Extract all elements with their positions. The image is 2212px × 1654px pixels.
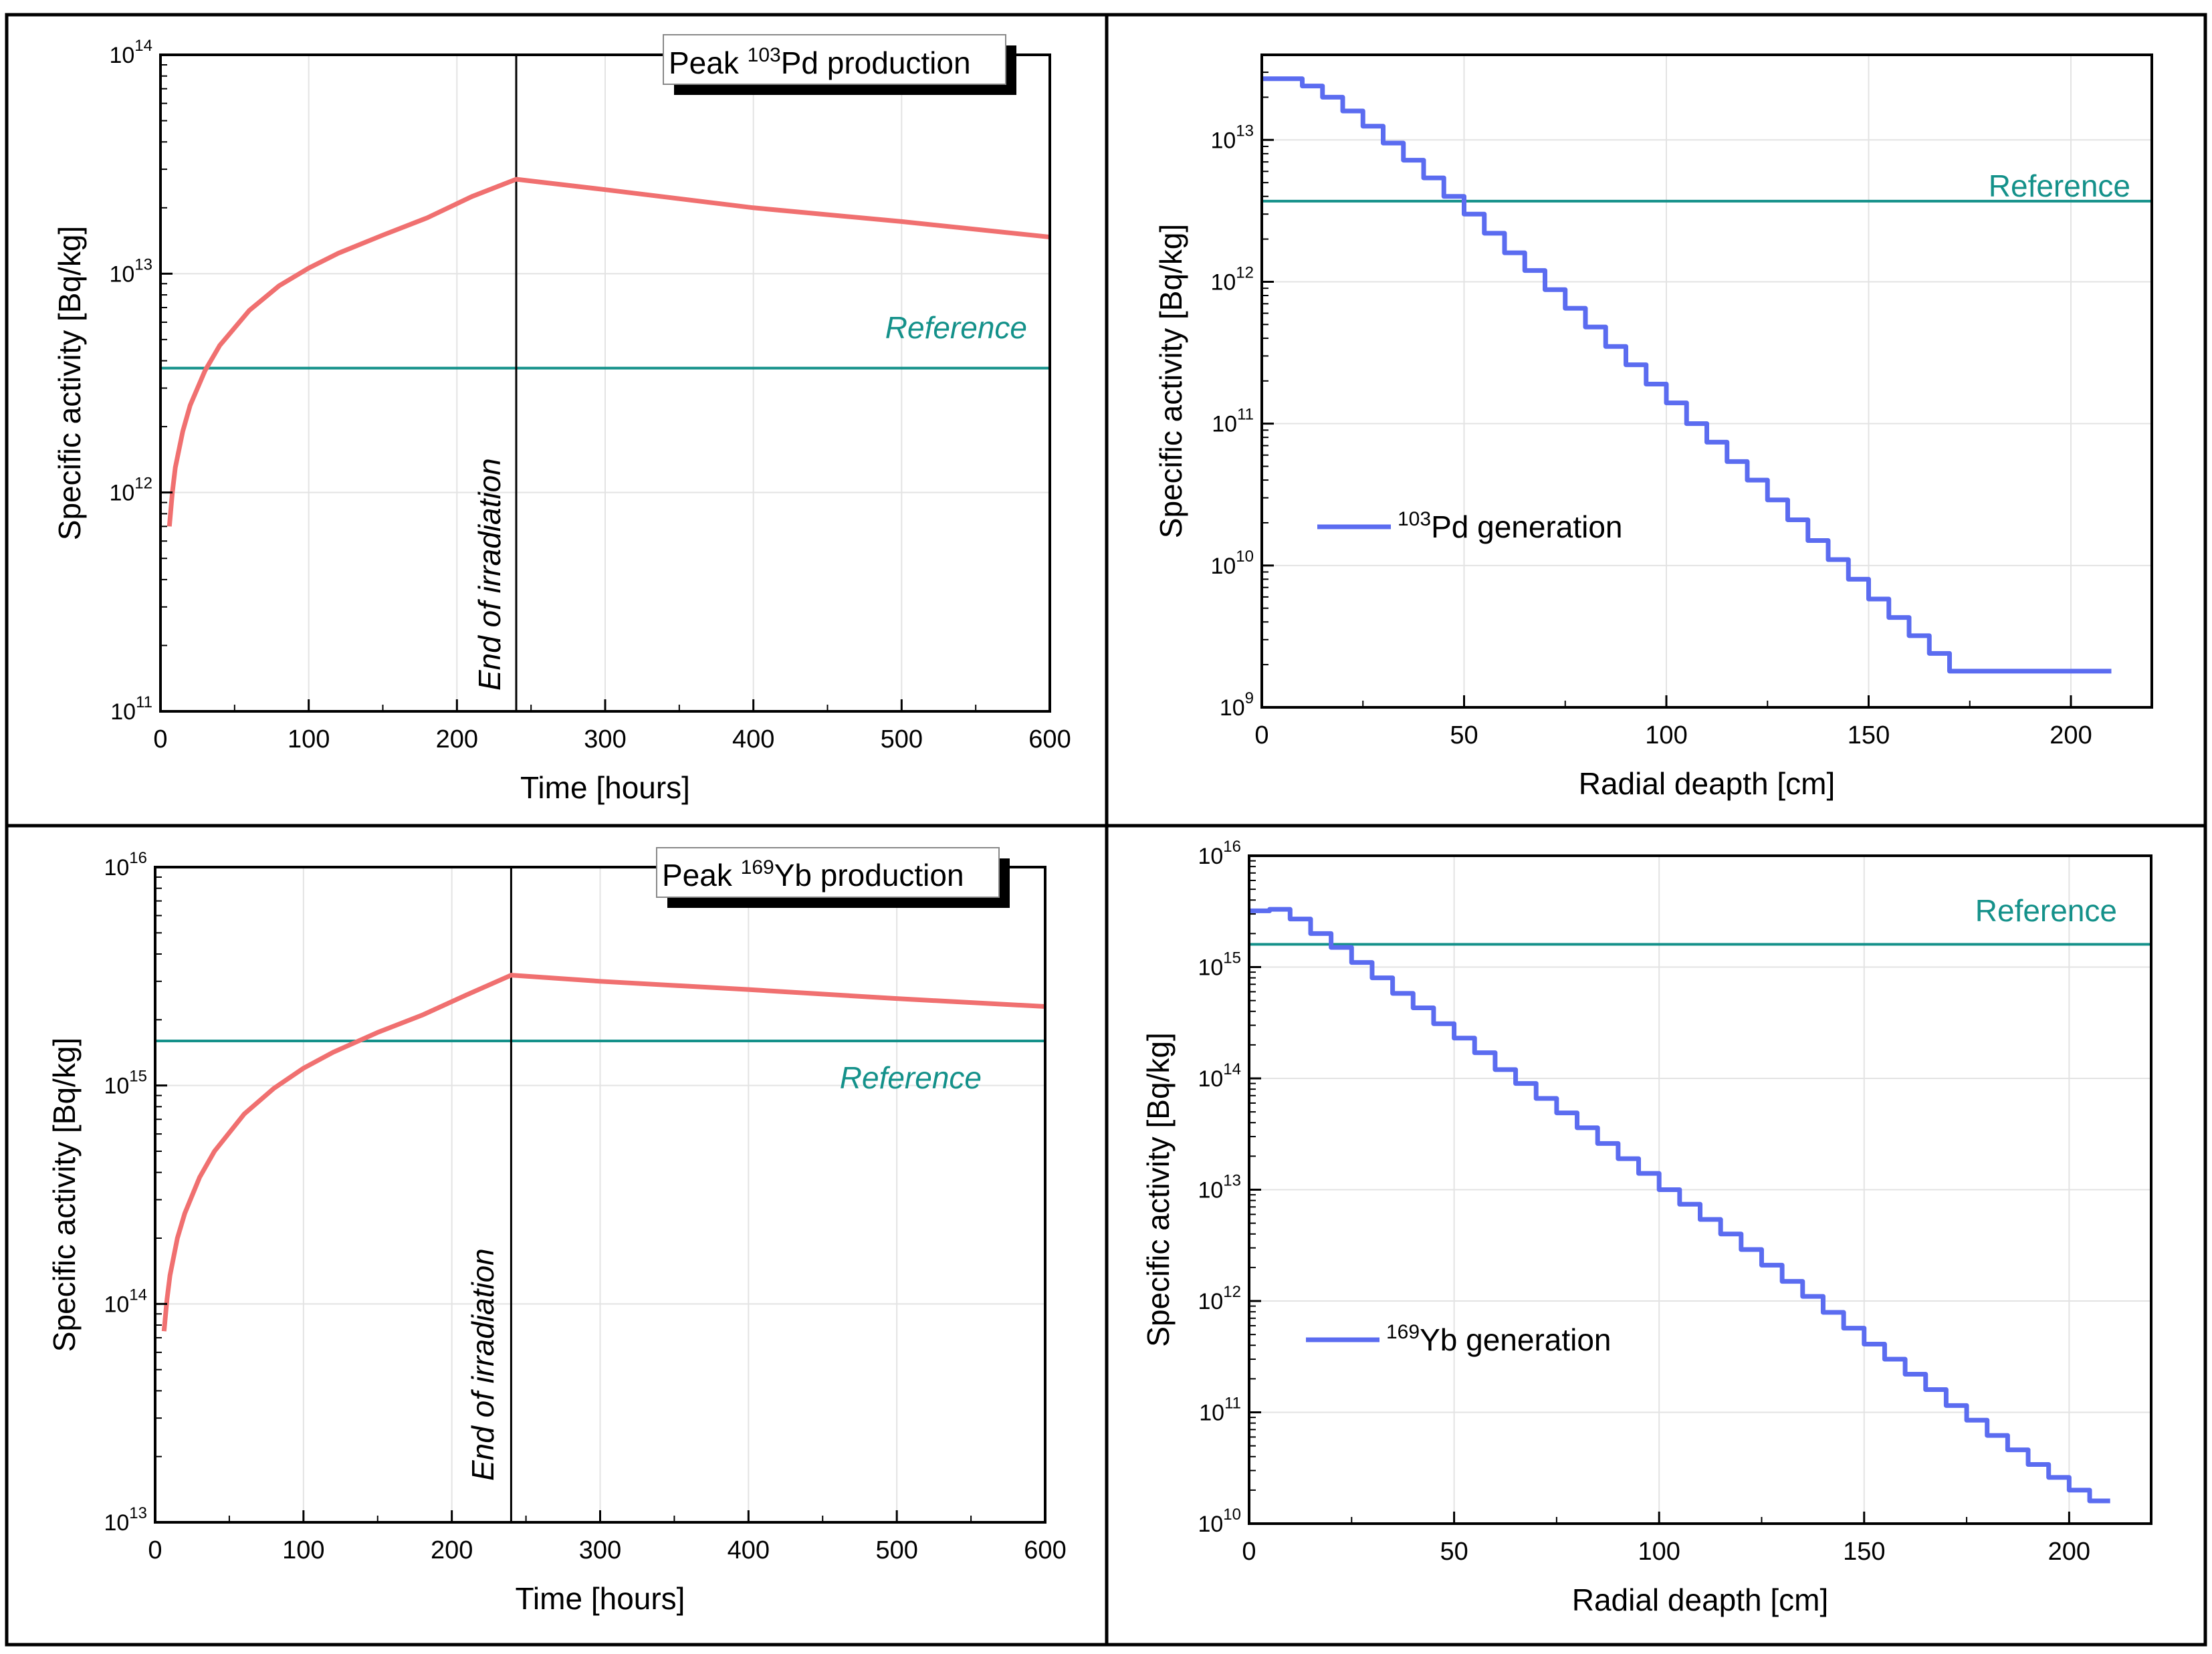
x-tick-label: 300	[579, 1536, 621, 1564]
y-axis-label: Specific activity [Bq/kg]	[1141, 1032, 1176, 1346]
panel-frame-bottom-right	[1105, 824, 2207, 1647]
x-tick-label: 150	[1843, 1538, 1885, 1566]
chart-yb-time: Reference End of irradiation 0 100 200 300 400…	[47, 847, 1067, 1616]
plot-frame	[1260, 53, 2153, 709]
chart-yb-depth: Reference 0 50 100 150 200 1010 1011 1012 1013 101…	[1141, 838, 2152, 1617]
series-line	[167, 176, 1050, 527]
series-line	[161, 973, 1046, 1332]
x-tick-label: 400	[728, 1536, 770, 1564]
x-axis-label: Radial deapth [cm]	[1572, 1582, 1829, 1617]
chart-pd-time: Reference End of irradiation 0 100 200 300 400…	[52, 34, 1071, 805]
x-tick-label: 0	[1254, 721, 1268, 749]
y-tick-label: 1016	[1198, 838, 1241, 869]
y-tick-label: 1014	[104, 1286, 147, 1317]
x-tick-label: 200	[436, 725, 478, 753]
y-tick-label: 1010	[1198, 1506, 1241, 1537]
title-box	[663, 34, 1006, 85]
y-tick-label: 1013	[109, 255, 152, 287]
x-axis-label: Time [hours]	[520, 770, 690, 805]
chart-title: Peak 103Pd production	[669, 44, 971, 80]
y-tick-label: 1016	[104, 849, 147, 880]
title-box	[656, 847, 1000, 898]
y-axis-label: Specific activity [Bq/kg]	[52, 226, 87, 540]
series-line	[1249, 907, 2110, 1504]
x-tick-label: 50	[1440, 1538, 1468, 1566]
x-axis-label: Time [hours]	[516, 1581, 685, 1616]
legend-label: 169Yb generation	[1386, 1321, 1612, 1357]
reference-label: Reference	[1989, 168, 2130, 203]
reference-label: Reference	[885, 310, 1027, 345]
y-tick-label: 1011	[1199, 1395, 1241, 1426]
legend-label: 103Pd generation	[1398, 508, 1623, 544]
y-tick-label: 1010	[1210, 548, 1254, 579]
x-tick-label: 150	[1848, 721, 1890, 749]
x-tick-label: 200	[431, 1536, 473, 1564]
x-tick-label: 0	[1242, 1538, 1256, 1566]
x-tick-label: 400	[732, 725, 774, 753]
grid	[160, 54, 1050, 712]
chart-title: Peak 169Yb production	[662, 856, 964, 893]
end-of-irradiation-label: End of irradiation	[472, 458, 507, 691]
y-tick-label: 1011	[1212, 406, 1254, 437]
x-tick-label: 500	[875, 1536, 917, 1564]
y-tick-label: 1012	[1210, 263, 1254, 295]
x-tick-label: 100	[288, 725, 330, 753]
x-tick-label: 600	[1024, 1536, 1066, 1564]
x-tick-label: 0	[148, 1536, 162, 1564]
x-tick-label: 100	[282, 1536, 324, 1564]
y-tick-label: 1012	[109, 475, 152, 506]
x-tick-label: 200	[2050, 721, 2092, 749]
chart-pd-depth: Reference 0 50 100 150 200 109 1010 1011 1012 1013…	[1153, 53, 2153, 801]
x-tick-label: 200	[2048, 1538, 2090, 1566]
x-axis-label: Radial deapth [cm]	[1579, 766, 1836, 801]
y-tick-label: 1013	[104, 1504, 147, 1536]
reference-label: Reference	[840, 1060, 982, 1095]
x-tick-label: 600	[1028, 725, 1071, 753]
y-tick-label: 1014	[1198, 1060, 1241, 1092]
y-tick-label: 1015	[1198, 949, 1241, 981]
y-axis-label: Specific activity [Bq/kg]	[1153, 224, 1188, 538]
y-tick-label: 1015	[104, 1068, 147, 1099]
y-tick-label: 1011	[110, 693, 152, 725]
y-tick-label: 1013	[1210, 122, 1254, 153]
x-tick-label: 50	[1450, 721, 1478, 749]
y-tick-label: 109	[1220, 689, 1254, 721]
reference-label: Reference	[1975, 893, 2117, 928]
end-of-irradiation-label: End of irradiation	[465, 1248, 500, 1481]
x-tick-label: 100	[1645, 721, 1687, 749]
x-tick-label: 0	[153, 725, 167, 753]
y-tick-label: 1014	[109, 37, 152, 68]
x-tick-label: 300	[584, 725, 626, 753]
series-line	[1262, 76, 2112, 674]
y-tick-label: 1012	[1198, 1283, 1241, 1314]
y-tick-label: 1013	[1198, 1172, 1241, 1203]
x-tick-label: 500	[881, 725, 923, 753]
y-axis-label: Specific activity [Bq/kg]	[47, 1038, 82, 1352]
x-tick-label: 100	[1638, 1538, 1680, 1566]
